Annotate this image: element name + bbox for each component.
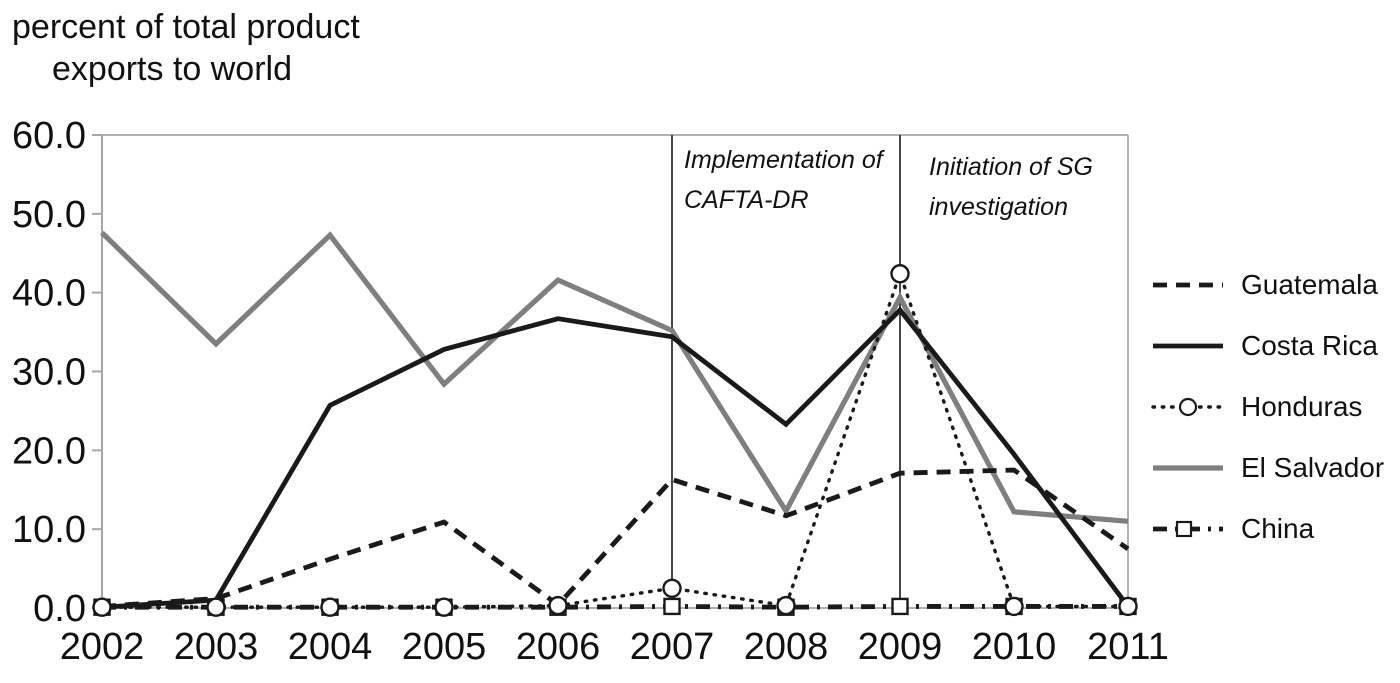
legend-line-sample (1153, 520, 1223, 537)
circle-marker (890, 264, 910, 284)
x-tick-label: 2003 (174, 626, 259, 668)
circle-marker (92, 597, 112, 617)
x-tick-label: 2008 (744, 626, 829, 668)
x-tick-label: 2002 (60, 626, 145, 668)
circle-marker (1118, 596, 1138, 617)
legend-label: Honduras (1241, 390, 1363, 422)
circle-marker (1178, 397, 1198, 416)
annotation-sg-investigation: Initiation of SG investigation (929, 153, 1093, 221)
annotation-cafta-dr: Implementation of CAFTA-DR (684, 146, 883, 214)
x-tick-label: 2011 (1087, 626, 1169, 668)
legend-item-costa-rica: Costa Rica (1150, 315, 1384, 376)
series-lines (100, 230, 1130, 610)
x-tick-label: 2007 (630, 626, 715, 668)
circle-marker (320, 597, 340, 617)
circle-marker (662, 578, 682, 598)
y-tick-label: 60.0 (12, 115, 86, 157)
legend-line-sample (1153, 282, 1223, 287)
x-tick-label: 2009 (858, 626, 943, 668)
circle-marker (206, 597, 226, 617)
legend-item-china: China (1150, 498, 1384, 559)
y-tick-label: 30.0 (12, 352, 86, 394)
y-tick-label: 10.0 (12, 509, 86, 551)
x-tick-label: 2010 (972, 626, 1057, 668)
legend-label: Costa Rica (1241, 329, 1378, 361)
series-line-guatemala (101, 467, 1130, 609)
y-axis-ticks: 0.0 10.0 20.0 30.0 40.0 50.0 60.0 (12, 115, 102, 630)
chart-title-line2: exports to world (52, 50, 292, 88)
y-tick-label: 20.0 (12, 430, 86, 472)
y-tick-label: 0.0 (33, 588, 86, 630)
chart-legend: Guatemala Costa Rica Honduras El Salvador Ch… (1150, 254, 1384, 559)
series-line-china (102, 604, 1128, 610)
square-marker (1175, 520, 1193, 537)
series-line-costa-rica (101, 306, 1130, 610)
legend-label: China (1241, 512, 1315, 544)
legend-item-el-salvador: El Salvador (1150, 437, 1384, 498)
legend-line-sample (1153, 464, 1223, 471)
chart-title-line1: percent of total product (12, 8, 360, 46)
x-tick-label: 2006 (516, 626, 601, 668)
legend-label: El Salvador (1241, 451, 1385, 483)
x-axis-ticks: 2002 2003 2004 2005 2006 2007 2008 2009 2010 2011 (60, 608, 1169, 668)
circle-marker (776, 595, 796, 616)
chart-title: percent of total product exports to worl… (12, 6, 360, 90)
y-tick-label: 50.0 (12, 194, 86, 236)
x-tick-label: 2004 (288, 626, 373, 668)
x-tick-label: 2005 (402, 626, 487, 668)
square-marker (663, 597, 681, 616)
square-marker (891, 597, 909, 616)
legend-label: Guatemala (1241, 268, 1378, 300)
circle-marker (548, 595, 568, 616)
circle-marker (434, 597, 454, 617)
event-lines (671, 135, 901, 608)
series-line-honduras (100, 268, 1130, 609)
series-markers (92, 264, 1138, 617)
plot-border (102, 134, 1129, 608)
legend-item-honduras: Honduras (1150, 376, 1384, 437)
y-tick-label: 40.0 (12, 273, 86, 315)
legend-item-guatemala: Guatemala (1150, 254, 1384, 315)
legend-line-sample (1151, 397, 1225, 416)
legend-line-sample (1153, 343, 1223, 348)
series-line-el-salvador (100, 230, 1129, 524)
circle-marker (1004, 596, 1024, 617)
